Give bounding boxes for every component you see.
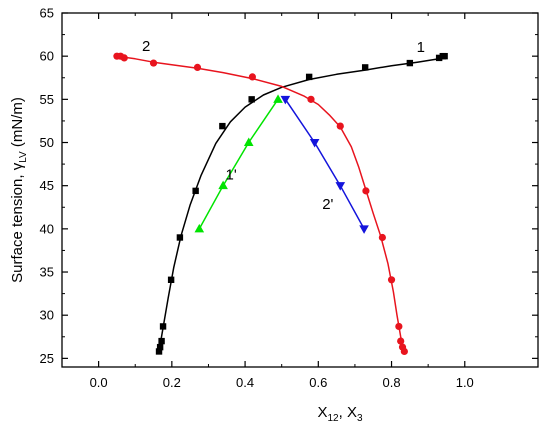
series-1-point <box>435 54 443 62</box>
y-tick-label: 30 <box>40 308 54 323</box>
series-3-point <box>243 137 254 147</box>
series-1-point <box>441 52 448 60</box>
series-1-line <box>158 55 447 352</box>
series-2-point <box>362 187 370 195</box>
series-3-point <box>273 94 283 103</box>
series-curves <box>116 55 447 352</box>
x-tick-label: 0.6 <box>309 375 327 390</box>
series-labels: 1 2 1' 2' <box>142 38 425 213</box>
y-tick-label: 25 <box>40 351 54 366</box>
x-tick-label: 0.8 <box>382 375 400 390</box>
series-2-point <box>149 59 158 67</box>
series-3-line <box>198 98 279 230</box>
y-tick-label: 35 <box>40 265 54 280</box>
series-1-point <box>361 64 369 71</box>
y-tick-label: 45 <box>40 178 54 193</box>
y-tick-label: 40 <box>40 221 54 236</box>
series-label: 2' <box>322 196 333 213</box>
series-3-point <box>218 180 228 190</box>
series-4-point <box>335 182 346 191</box>
series-2-point <box>397 337 405 345</box>
series-label: 1' <box>226 167 237 184</box>
series-1-point <box>219 122 226 130</box>
series-4-point <box>359 225 369 234</box>
series-2-point <box>378 233 386 242</box>
series-2-line <box>116 55 406 352</box>
series-4-point <box>309 139 320 148</box>
series-1-point <box>305 73 313 81</box>
series-1-point <box>176 234 184 241</box>
plot-frame <box>61 12 539 368</box>
axis-ticks: 0.0 0.2 0.4 0.6 0.8 1.0 25 30 35 40 45 50 55 60 65 <box>40 6 538 390</box>
series-2-point <box>400 347 408 356</box>
series-1-point <box>248 96 255 103</box>
x-tick-label: 0.4 <box>236 375 254 390</box>
x-tick-label: 0.2 <box>163 375 181 390</box>
series-2-point <box>120 54 128 62</box>
series-1-point <box>155 348 163 355</box>
series-label: 1 <box>417 39 425 56</box>
series-1-point <box>159 323 167 330</box>
series-2-point <box>307 95 315 103</box>
series-1-point <box>158 337 165 345</box>
x-tick-label: 1.0 <box>456 375 474 390</box>
series-2-point <box>336 122 344 130</box>
series-2-point <box>248 73 256 81</box>
series-2-point <box>193 63 202 71</box>
series-2-point <box>395 322 403 331</box>
series-1-point <box>156 343 164 351</box>
x-tick-label: 0.0 <box>90 375 108 390</box>
y-tick-label: 65 <box>40 6 54 21</box>
series-1-point <box>167 276 175 283</box>
series-1-point <box>406 59 414 67</box>
series-label: 2 <box>142 38 150 55</box>
y-tick-label: 50 <box>40 135 54 150</box>
y-tick-label: 55 <box>40 92 54 107</box>
series-1-point <box>192 187 199 195</box>
y-axis-title: Surface tension, γLV (mN/m) <box>9 97 29 283</box>
series-2-point <box>387 276 396 284</box>
series-4-line <box>284 98 365 230</box>
y-tick-label: 60 <box>40 49 54 64</box>
series-3-point <box>194 223 205 233</box>
series-4-point <box>280 95 291 105</box>
x-axis-title: X12, X3 <box>317 404 362 424</box>
series-markers <box>113 52 448 356</box>
